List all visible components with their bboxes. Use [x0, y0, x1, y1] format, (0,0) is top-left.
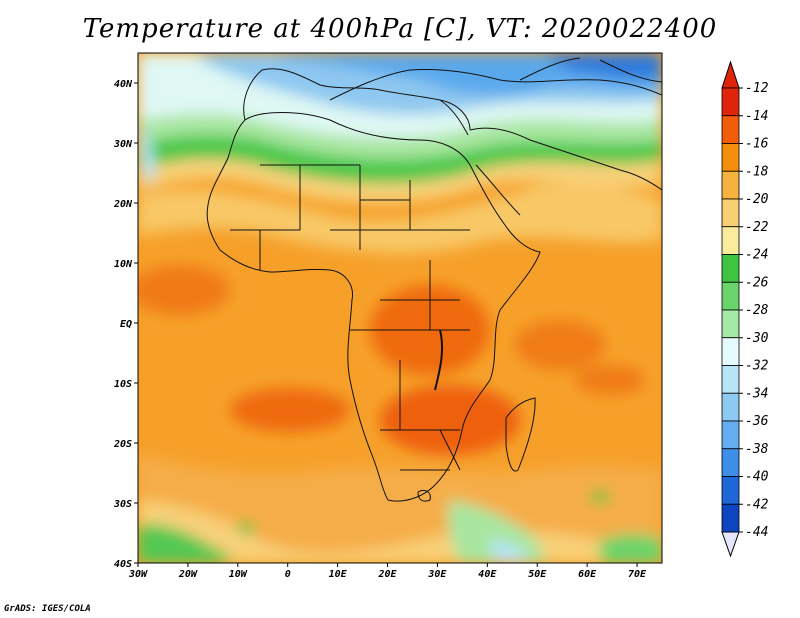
colorbar-swatch	[721, 115, 740, 144]
grads-credit: GrADS: IGES/COLA	[4, 604, 91, 614]
lon-tick-label: 0	[285, 569, 291, 580]
lon-tick-label: 20E	[377, 569, 397, 580]
colorbar-swatch	[721, 503, 740, 533]
colorbar-label: -14	[745, 109, 768, 124]
colorbar-swatch	[721, 337, 740, 366]
lat-tick-label: 40N	[114, 79, 133, 90]
colorbar-swatch	[721, 254, 740, 283]
lon-tick-label: 70E	[628, 569, 647, 580]
lon-tick-label: 30W	[128, 569, 148, 580]
lat-tick-label: 20S	[113, 439, 132, 450]
colorbar-swatch	[721, 198, 740, 228]
colorbar-label: -28	[745, 303, 769, 318]
temperature-field	[138, 53, 662, 563]
colorbar-swatch	[721, 448, 740, 477]
lon-tick-label: 10E	[329, 569, 348, 580]
coastlines	[206, 57, 662, 502]
colorbar-label: -20	[745, 192, 769, 207]
lon-tick-label: 10W	[229, 569, 248, 580]
lon-tick-label: 50E	[528, 569, 547, 580]
colorbar-swatch	[721, 392, 740, 422]
colorbar-swatch	[721, 226, 740, 255]
lon-tick-label: 40E	[478, 569, 497, 580]
longitude-axis: 30W 20W 10W 0 10E 20E 30E 40E 50E 60E 70E	[128, 563, 647, 580]
colorbar-label: -12	[745, 81, 769, 96]
lon-tick-label: 30E	[427, 569, 447, 580]
colorbar-swatch	[721, 87, 740, 117]
colorbar-swatch	[721, 309, 740, 339]
colorbar-swatch	[721, 143, 740, 172]
colorbar-swatch	[721, 365, 740, 394]
colorbar-label: -36	[745, 414, 769, 429]
colorbar-top-arrow	[721, 60, 740, 89]
lon-tick-label: 60E	[578, 569, 597, 580]
colorbar-label: -30	[745, 331, 769, 346]
colorbar-swatch	[721, 281, 740, 311]
colorbar-label: -16	[745, 137, 769, 152]
map-frame	[137, 52, 663, 564]
lat-tick-label: 10N	[114, 259, 133, 270]
lat-tick-label: 10S	[114, 379, 132, 390]
lat-tick-label: EQ	[120, 319, 132, 330]
colorbar-bottom-arrow	[721, 531, 740, 558]
colorbar-label: -32	[745, 359, 769, 374]
colorbar-label: -26	[745, 275, 769, 290]
lat-tick-label: 30N	[113, 139, 133, 150]
colorbar-swatch	[721, 476, 740, 505]
colorbar: -12 -14 -16 -18 -20 -22 -24 -26 -28 -30 -32 -34 -36 -…	[721, 60, 769, 558]
colorbar-swatch	[721, 170, 740, 200]
lat-tick-label: 20N	[113, 199, 133, 210]
lat-tick-label: 40S	[114, 559, 132, 570]
lat-tick-label: 30S	[113, 499, 132, 510]
map-title: Temperature at 400hPa [C], VT: 202002240…	[82, 14, 718, 44]
colorbar-swatch	[721, 420, 740, 450]
colorbar-label: -22	[745, 220, 769, 235]
colorbar-label: -34	[745, 386, 768, 401]
colorbar-label: -44	[745, 525, 768, 540]
latitude-axis: 40N 30N 20N 10N EQ 10S 20S 30S 40S	[113, 79, 138, 570]
lon-tick-label: 20W	[178, 569, 198, 580]
colorbar-label: -40	[745, 470, 769, 485]
colorbar-label: -18	[745, 164, 769, 179]
colorbar-label: -24	[745, 248, 768, 263]
colorbar-label: -38	[745, 442, 769, 457]
colorbar-label: -42	[745, 497, 769, 512]
